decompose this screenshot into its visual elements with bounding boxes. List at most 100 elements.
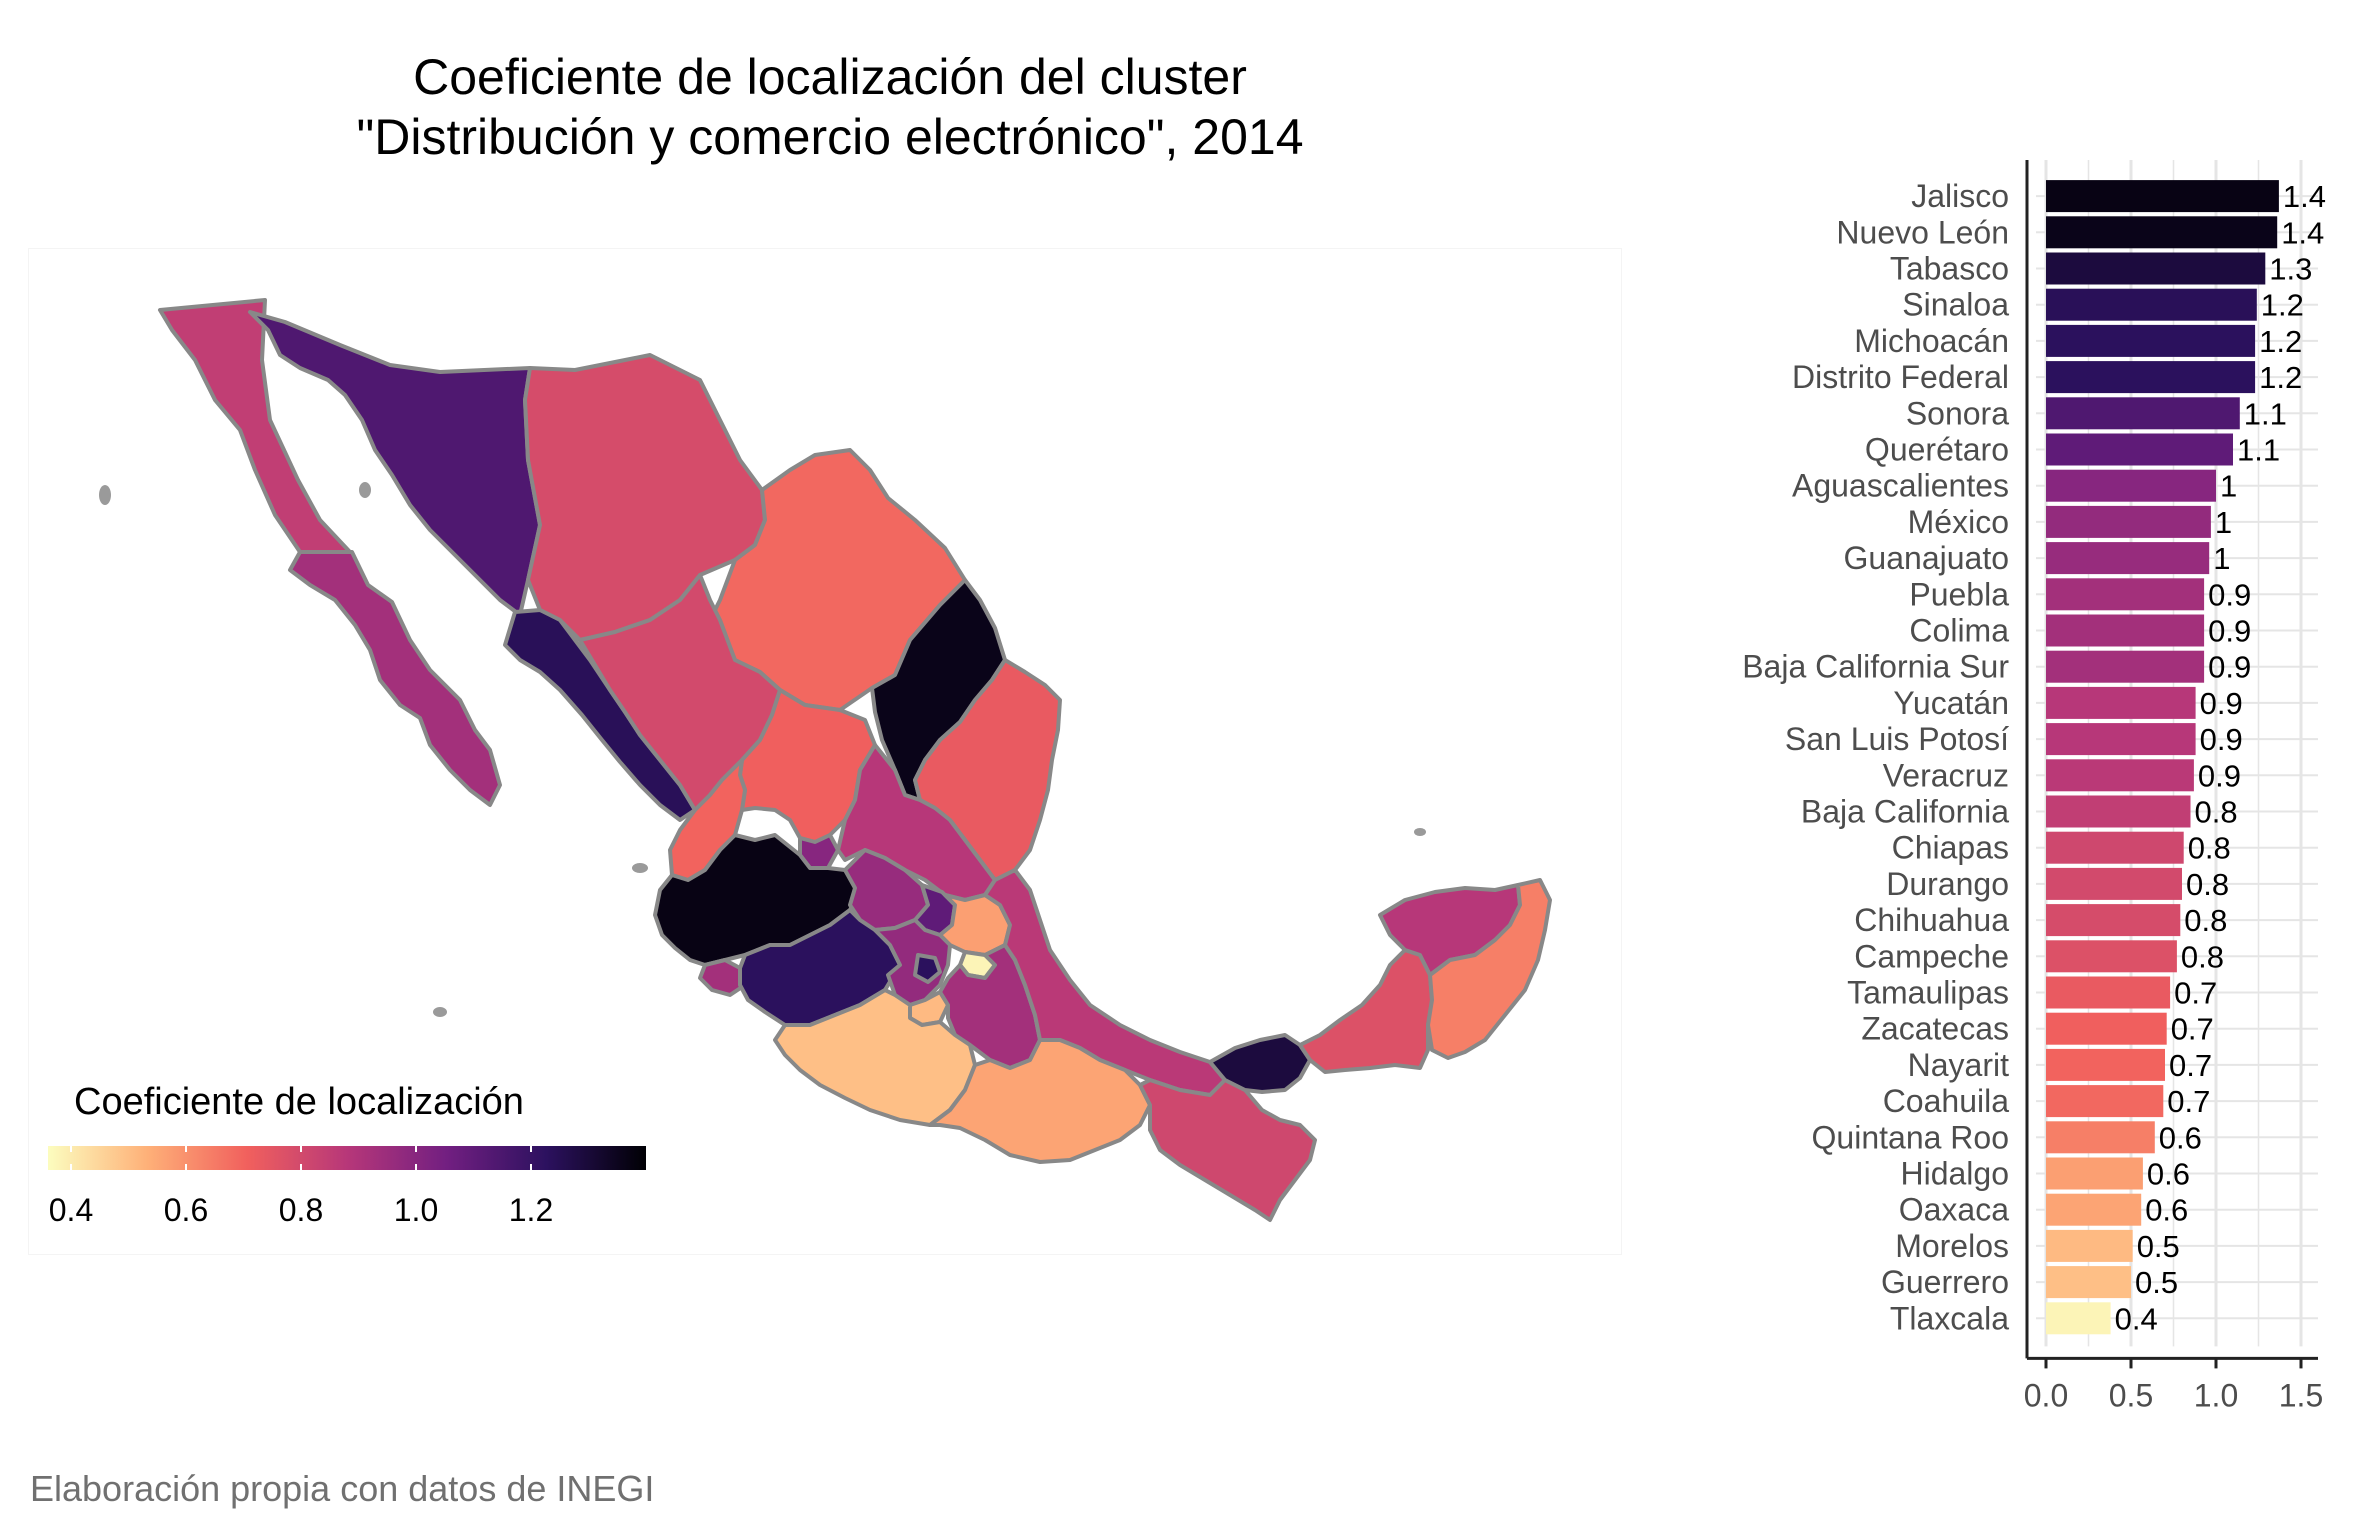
bar-value-label: 0.9 [2208, 614, 2251, 649]
bar-chiapas [2046, 831, 2184, 864]
state-mexico [873, 918, 952, 1007]
category-label: Nayarit [1908, 1047, 2009, 1083]
bar-value-label: 0.9 [2208, 577, 2251, 612]
bar-value-label: 1 [2215, 505, 2232, 540]
bar-tabasco [2046, 252, 2266, 285]
bars: 1.4 Jalisco 1.4 Nuevo León 1.3 Tabasco 1.2 Sina… [1742, 178, 2326, 1336]
category-label: San Luis Potosí [1785, 721, 2009, 757]
bar-campeche [2046, 940, 2177, 973]
bar-oaxaca [2046, 1193, 2142, 1226]
x-tick-label: 0.0 [2024, 1377, 2068, 1413]
island-shape [632, 863, 648, 873]
bar-san-luis-potosi [2046, 723, 2196, 756]
bar-value-label: 1.2 [2261, 288, 2304, 323]
legend-tick-label: 0.4 [49, 1192, 93, 1228]
bar-value-label: 0.6 [2145, 1193, 2188, 1228]
category-label: Chiapas [1892, 830, 2009, 866]
bar-nuevo-leon [2046, 216, 2278, 249]
state-sonora [248, 310, 542, 617]
bar-baja-california [2046, 795, 2191, 828]
bar-aguascalientes [2046, 469, 2216, 502]
category-label: Morelos [1895, 1228, 2009, 1264]
category-label: Distrito Federal [1792, 359, 2009, 395]
category-label: Michoacán [1854, 323, 2009, 359]
state-oaxaca [928, 1038, 1152, 1164]
state-sinaloa [503, 608, 697, 822]
bar-baja-california-sur [2046, 650, 2205, 683]
bar-zacatecas [2046, 1012, 2167, 1045]
bar-value-label: 1.1 [2237, 433, 2280, 468]
bar-sonora [2046, 397, 2240, 430]
category-label: Puebla [1909, 576, 2009, 612]
x-tick-label: 1.5 [2279, 1377, 2323, 1413]
bar-value-label: 0.6 [2159, 1120, 2202, 1155]
bar-value-label: 0.4 [2115, 1301, 2158, 1336]
category-label: Hidalgo [1900, 1156, 2009, 1192]
category-label: Guanajuato [1844, 540, 2009, 576]
bar-queretaro [2046, 433, 2233, 466]
bar-quintana-roo [2046, 1121, 2155, 1154]
bar-distrito-federal [2046, 361, 2256, 394]
category-label: Tlaxcala [1890, 1300, 2009, 1336]
category-label: Colima [1909, 613, 2009, 649]
legend-tick-label: 0.6 [164, 1192, 208, 1228]
category-label: Baja California [1801, 794, 2009, 830]
bar-value-label: 0.7 [2167, 1084, 2210, 1119]
state-distrito-federal [913, 953, 942, 984]
chart-title-line-1: Coeficiente de localización del cluster [413, 49, 1247, 105]
bar-value-label: 1.4 [2281, 215, 2324, 250]
bar-durango [2046, 867, 2182, 900]
caption: Elaboración propia con datos de INEGI [30, 1468, 655, 1509]
category-label: Sinaloa [1902, 287, 2009, 323]
bar-value-label: 1 [2213, 541, 2230, 576]
legend-colorbar [48, 1146, 646, 1170]
island-shape [433, 1007, 447, 1017]
category-label: Chihuahua [1854, 902, 2009, 938]
bar-value-label: 0.9 [2208, 650, 2251, 685]
category-label: Baja California Sur [1742, 649, 2009, 685]
bar-value-label: 0.8 [2195, 795, 2238, 830]
bar-value-label: 1.4 [2283, 179, 2326, 214]
chart-title-line-2: "Distribución y comercio electrónico", 2… [356, 109, 1304, 165]
bar-guerrero [2046, 1266, 2131, 1299]
category-label: Querétaro [1865, 432, 2009, 468]
state-colima [698, 958, 747, 997]
bar-value-label: 0.9 [2200, 686, 2243, 721]
legend-title: Coeficiente de localización [74, 1081, 524, 1123]
bar-value-label: 1.1 [2244, 396, 2287, 431]
bar-value-label: 0.6 [2147, 1157, 2190, 1192]
bar-value-label: 1.3 [2269, 252, 2312, 287]
bar-guanajuato [2046, 542, 2210, 575]
category-label: Campeche [1854, 938, 2009, 974]
island-shape [1414, 828, 1426, 836]
x-tick-label: 0.5 [2109, 1377, 2153, 1413]
map-panel [28, 248, 1622, 1255]
color-legend: Coeficiente de localización 0.4 0.6 0.8 1.0… [48, 1081, 646, 1228]
island-shape [99, 485, 111, 505]
category-label: Quintana Roo [1812, 1119, 2009, 1155]
category-label: Jalisco [1911, 178, 2009, 214]
state-baja-california-sur [288, 550, 502, 807]
bar-jalisco [2046, 180, 2279, 213]
bar-value-label: 0.5 [2135, 1265, 2178, 1300]
category-label: Veracruz [1883, 757, 2009, 793]
bar-value-label: 1 [2220, 469, 2237, 504]
category-label: México [1908, 504, 2009, 540]
bar-tamaulipas [2046, 976, 2171, 1009]
category-label: Durango [1886, 866, 2009, 902]
bar-value-label: 0.9 [2198, 758, 2241, 793]
bar-colima [2046, 614, 2205, 647]
bar-value-label: 0.8 [2184, 903, 2227, 938]
category-label: Tabasco [1890, 251, 2009, 287]
bar-mexico [2046, 505, 2211, 538]
category-label: Guerrero [1881, 1264, 2009, 1300]
bar-value-label: 0.8 [2188, 831, 2231, 866]
legend-tick-label: 1.2 [509, 1192, 553, 1228]
bar-yucatan [2046, 686, 2196, 719]
category-label: Tamaulipas [1847, 975, 2009, 1011]
bar-value-label: 0.8 [2181, 939, 2224, 974]
bar-veracruz [2046, 759, 2194, 792]
bar-value-label: 0.7 [2169, 1048, 2212, 1083]
bar-value-label: 1.2 [2259, 360, 2302, 395]
